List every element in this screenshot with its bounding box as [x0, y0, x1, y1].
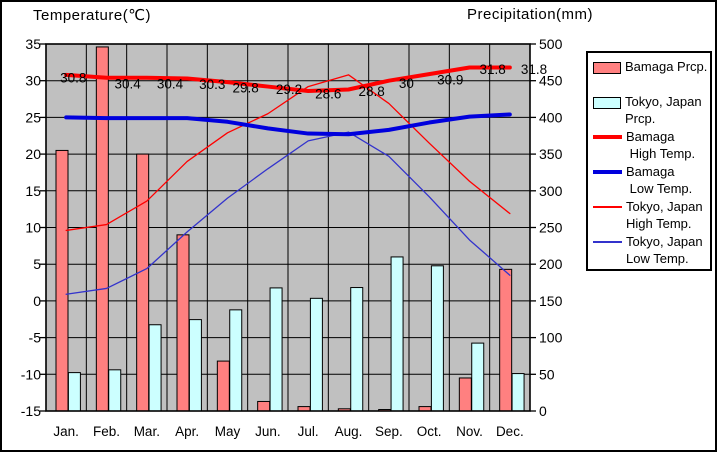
legend-swatch-tokyo-low: [593, 241, 622, 243]
high-temp-data-label: 31.8: [480, 62, 506, 77]
month-label: Jan.: [53, 424, 79, 439]
month-label: Jun.: [255, 424, 281, 439]
legend-swatch-bamaga-prcp: [593, 62, 621, 74]
bamaga-prcp-bar-mar: [136, 153, 150, 412]
tokyo-japan-prcp-bar-dec: [511, 373, 525, 412]
tokyo-japan-prcp-bar-jan: [67, 372, 81, 412]
month-label: Sep.: [375, 424, 403, 439]
precip-axis-tick-label: 450: [539, 73, 563, 89]
high-temp-data-label: 31.8: [521, 62, 547, 77]
tokyo-japan-prcp-bar-mar: [148, 324, 162, 412]
precip-axis-tick-label: 350: [539, 146, 563, 162]
bamaga-prcp-bar-apr: [176, 234, 190, 412]
precip-axis-tick-label: 500: [539, 36, 563, 52]
precip-axis-tick-label: 250: [539, 220, 563, 236]
bamaga-prcp-bar-dec: [499, 268, 513, 412]
temp-axis-tick-label: 35: [25, 36, 41, 52]
high-temp-data-label: 30.4: [157, 76, 184, 91]
high-temp-data-label: 30.9: [437, 73, 463, 88]
tokyo-japan-prcp-bar-jun: [269, 287, 283, 412]
temp-axis-tick-label: 25: [25, 109, 41, 125]
month-label: Aug.: [335, 424, 363, 439]
legend-label-bamaga-low: Bamaga Low Temp.: [626, 164, 693, 196]
high-temp-data-label: 29.8: [233, 81, 259, 96]
temperature-axis-title: Temperature(℃): [33, 7, 152, 24]
bamaga-prcp-bar-jan: [55, 149, 69, 412]
bamaga-prcp-bar-feb: [95, 46, 109, 412]
precip-axis-tick-label: 0: [539, 403, 547, 419]
precip-axis-tick-label: 200: [539, 256, 563, 272]
legend-label-tokyo-prcp: Tokyo, Japan Prcp.: [625, 94, 702, 126]
tokyo-japan-prcp-bar-may: [229, 309, 243, 412]
high-temp-data-label: 30.8: [60, 70, 86, 85]
legend-label-tokyo-low: Tokyo, Japan Low Temp.: [626, 234, 703, 266]
legend-label-tokyo-high: Tokyo, Japan High Temp.: [626, 199, 703, 231]
precip-axis-tick-label: 50: [539, 366, 555, 382]
temp-axis-tick-label: 15: [25, 183, 41, 199]
temp-axis-tick-label: 20: [25, 146, 41, 162]
legend-label-bamaga-high: Bamaga High Temp.: [626, 129, 696, 161]
month-label: Apr.: [175, 424, 199, 439]
temp-axis-tick-label: 10: [25, 220, 41, 236]
plot-border: [45, 43, 531, 412]
high-temp-data-label: 30: [399, 76, 414, 91]
legend-swatch-bamaga-low: [593, 170, 622, 174]
legend-item-tokyo-prcp: Tokyo, Japan Prcp.: [593, 93, 710, 128]
precipitation-axis-title: Precipitation(mm): [467, 6, 594, 23]
temp-axis-tick-label: 5: [33, 256, 41, 272]
bamaga-low-temp-line: [64, 112, 512, 137]
tokyo-japan-prcp-bar-sep: [390, 256, 404, 412]
high-temp-data-label: 28.6: [315, 86, 341, 101]
month-label: Nov.: [456, 424, 483, 439]
high-temp-data-label: 28.8: [359, 84, 385, 99]
tokyo-japan-prcp-bar-jul: [309, 297, 323, 412]
legend: Bamaga Prcp. Tokyo, Japan Prcp. Bamaga Hig…: [586, 51, 712, 271]
legend-label-bamaga-prcp: Bamaga Prcp.: [625, 59, 708, 74]
high-temp-data-label: 30.3: [199, 77, 225, 92]
precip-axis-tick-label: 150: [539, 293, 563, 309]
tokyo-japan-prcp-bar-apr: [188, 319, 202, 412]
tokyo-japan-high-temp-line: [65, 74, 511, 232]
bamaga-high-temp-line: [64, 65, 512, 93]
legend-swatch-tokyo-high: [593, 206, 622, 208]
legend-item-bamaga-low: Bamaga Low Temp.: [593, 163, 710, 198]
precip-axis-tick-label: 300: [539, 183, 563, 199]
tokyo-japan-prcp-bar-aug: [350, 287, 364, 412]
tokyo-japan-prcp-bar-oct: [430, 265, 444, 412]
bamaga-prcp-bar-may: [216, 360, 230, 412]
month-label: Dec.: [496, 424, 524, 439]
tokyo-japan-prcp-bar-feb: [108, 369, 122, 412]
precip-axis-tick-label: 100: [539, 330, 563, 346]
month-label: Mar.: [134, 424, 160, 439]
temp-axis-tick-label: 30: [25, 73, 41, 89]
legend-swatch-bamaga-high: [593, 135, 622, 139]
tokyo-japan-prcp-bar-nov: [471, 342, 485, 412]
high-temp-data-label: 29.2: [276, 82, 302, 97]
bamaga-prcp-bar-nov: [458, 377, 472, 412]
temp-axis-tick-label: 0: [33, 293, 41, 309]
legend-item-tokyo-low: Tokyo, Japan Low Temp.: [593, 233, 710, 268]
precip-axis-tick-label: 400: [539, 109, 563, 125]
bamaga-prcp-bar-jun: [257, 400, 271, 412]
legend-swatch-tokyo-prcp: [593, 97, 621, 109]
high-temp-data-label: 30.4: [115, 76, 142, 91]
temp-axis-tick-label: -5: [29, 330, 42, 346]
temp-axis-tick-label: -15: [21, 403, 41, 419]
legend-item-bamaga-high: Bamaga High Temp.: [593, 128, 710, 163]
month-label: May: [215, 424, 241, 439]
month-label: Feb.: [93, 424, 120, 439]
month-label: Oct.: [417, 424, 442, 439]
legend-item-bamaga-prcp: Bamaga Prcp.: [593, 58, 710, 93]
legend-item-tokyo-high: Tokyo, Japan High Temp.: [593, 198, 710, 233]
tokyo-japan-low-temp-line: [65, 131, 511, 295]
temp-axis-tick-label: -10: [21, 366, 41, 382]
month-label: Jul.: [298, 424, 319, 439]
